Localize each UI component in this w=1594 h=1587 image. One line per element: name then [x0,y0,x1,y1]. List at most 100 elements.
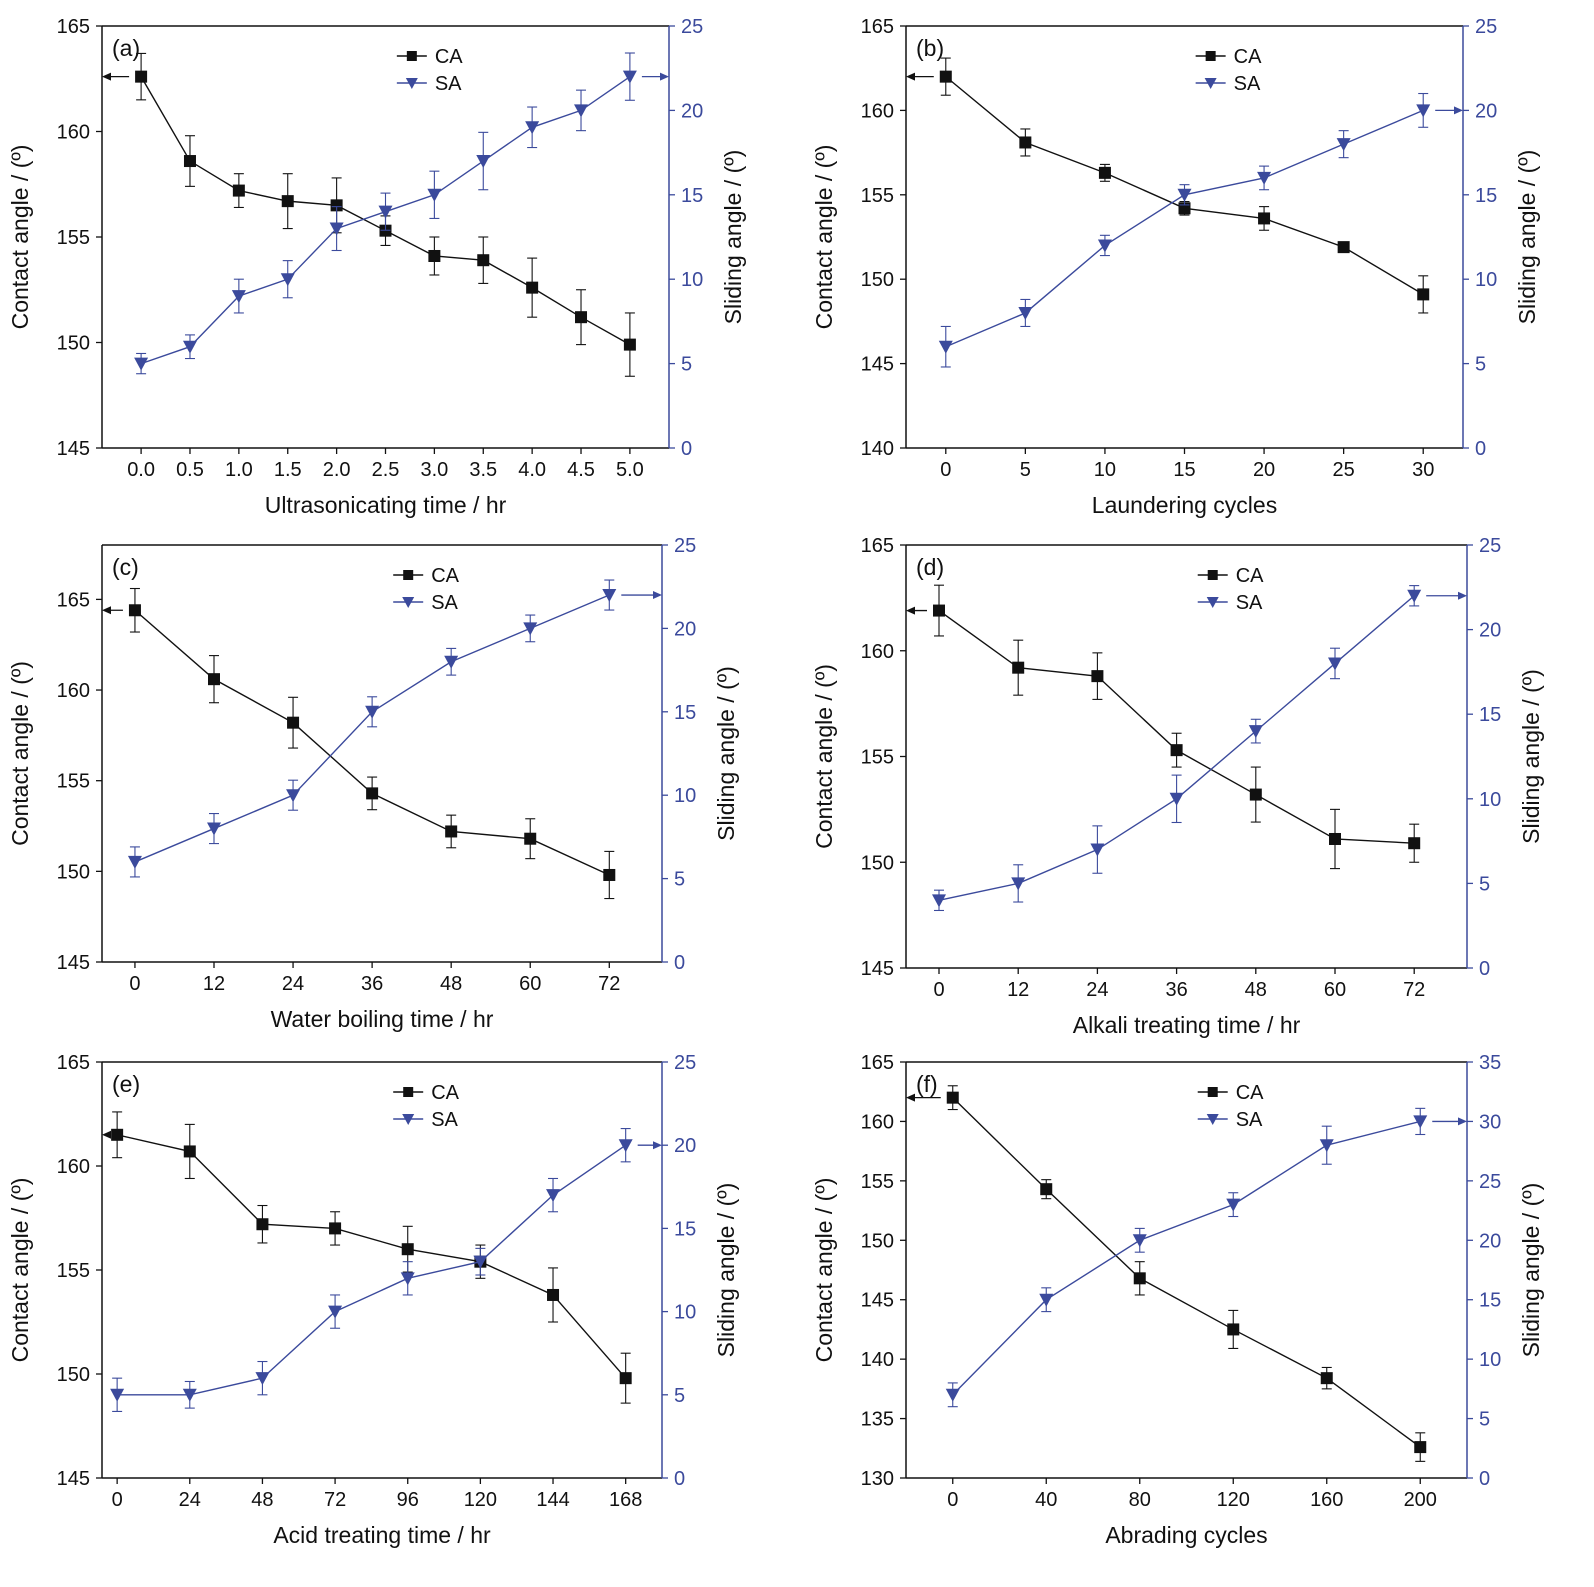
x-tick-label: 72 [324,1489,346,1511]
y-tick-label: 150 [57,333,90,355]
legend-label-ca: CA [1236,1082,1264,1104]
sa-axis-arrowhead [660,72,669,81]
series-line-sa [134,594,610,863]
y2-tick-label: 0 [1479,958,1490,980]
data-point-sa [938,340,953,354]
data-point-sa [207,822,221,836]
data-point-sa [134,357,149,371]
legend-marker-sa [1206,597,1219,608]
y-tick-label: 135 [861,1409,894,1431]
data-point-ca [1098,166,1111,179]
y-tick-label: 145 [861,958,894,980]
y2-tick-label: 10 [681,269,703,291]
x-tick-label: 120 [1217,1489,1250,1511]
data-point-ca [1249,788,1262,801]
sa-axis-arrowhead [1454,106,1463,115]
data-point-sa [1336,138,1351,152]
data-point-sa [546,1189,561,1203]
y2-tick-label: 5 [674,1385,685,1407]
y-tick-label: 155 [861,1171,894,1193]
panel-f: 0 40 80 120 160 200 130 135 140 145 150 155 160 165 0 5… [811,1052,1544,1548]
data-point-sa [400,1272,415,1286]
y2-tick-label: 25 [674,1052,696,1074]
series-sa [945,1107,1428,1408]
x-tick-label: 0.5 [176,459,204,481]
x-tick-label: 4.5 [567,459,595,481]
y-tick-label: 145 [57,1468,90,1490]
series-ca [939,57,1430,314]
legend-marker-ca [1205,51,1216,61]
data-point-sa [945,1388,960,1402]
data-point-sa [1169,792,1184,806]
x-tick-label: 20 [1253,459,1275,481]
series-line-ca [134,609,610,876]
data-point-sa [110,1388,125,1402]
y2-axis-title: Sliding angle / (º) [713,1183,739,1358]
data-point-ca [1019,136,1032,149]
data-point-ca [623,338,636,351]
y-tick-label: 160 [861,100,894,122]
legend-marker-ca [403,1087,414,1097]
data-point-ca [1012,661,1025,674]
y2-tick-label: 30 [1479,1111,1501,1133]
legend-label-ca: CA [435,46,463,68]
x-tick-label: 40 [1035,1489,1057,1511]
x-tick-label: 72 [598,973,620,995]
data-point-ca [933,604,945,617]
data-point-ca [1258,212,1271,225]
data-point-sa [618,1139,633,1153]
y2-axis-title: Sliding angle / (º) [1518,1183,1544,1358]
y2-tick-label: 15 [674,1218,696,1240]
series-ca [111,1111,632,1404]
y2-tick-label: 0 [1479,1468,1490,1490]
legend-label-sa: SA [435,73,462,95]
y2-tick-label: 25 [1479,1171,1501,1193]
x-tick-label: 36 [361,973,383,995]
data-point-sa [1257,171,1272,185]
y-tick-label: 145 [861,1290,894,1312]
legend-label-sa: SA [1234,73,1261,95]
x-axis-title: Ultrasonicating time / hr [265,492,507,518]
data-point-sa [1248,725,1263,739]
data-point-ca [547,1288,560,1301]
y-tick-label: 160 [57,122,90,144]
x-tick-label: 0 [129,973,140,995]
data-point-ca [1408,837,1421,850]
y-tick-label: 145 [57,952,90,974]
legend-marker-sa [402,1114,415,1125]
y2-tick-label: 15 [1479,704,1501,726]
x-tick-label: 24 [1086,979,1108,1001]
y-tick-label: 150 [57,861,90,883]
x-tick-label: 60 [519,973,541,995]
x-tick-label: 0.0 [127,459,155,481]
x-axis-title: Water boiling time / hr [271,1006,494,1032]
x-tick-label: 15 [1173,459,1195,481]
data-point-sa [622,70,637,84]
series-sa [110,1128,633,1412]
x-tick-label: 12 [1007,979,1029,1001]
y-axis-title: Contact angle / (º) [811,145,837,330]
x-tick-label: 24 [179,1489,201,1511]
data-point-sa [1407,589,1422,603]
y2-tick-label: 20 [1479,620,1501,642]
x-axis-title: Acid treating time / hr [273,1522,491,1548]
y2-tick-label: 15 [674,702,696,724]
sa-axis-arrowhead [653,1141,662,1150]
data-point-sa [255,1372,270,1386]
y2-tick-label: 0 [674,952,685,974]
y-tick-label: 145 [861,354,894,376]
ca-axis-arrowhead [906,1093,915,1102]
legend-marker-ca [1207,1087,1218,1097]
x-tick-label: 48 [440,973,462,995]
data-point-ca [287,716,300,729]
y2-tick-label: 5 [1475,354,1486,376]
x-tick-label: 24 [282,973,304,995]
sa-axis-arrowhead [653,591,662,600]
y-tick-label: 165 [57,589,90,611]
legend-marker-sa [402,597,415,608]
ca-axis-arrowhead [906,606,915,615]
data-point-ca [619,1372,632,1385]
y-axis-title: Contact angle / (º) [811,1178,837,1363]
data-point-sa [182,1388,197,1402]
y-tick-label: 140 [861,1349,894,1371]
